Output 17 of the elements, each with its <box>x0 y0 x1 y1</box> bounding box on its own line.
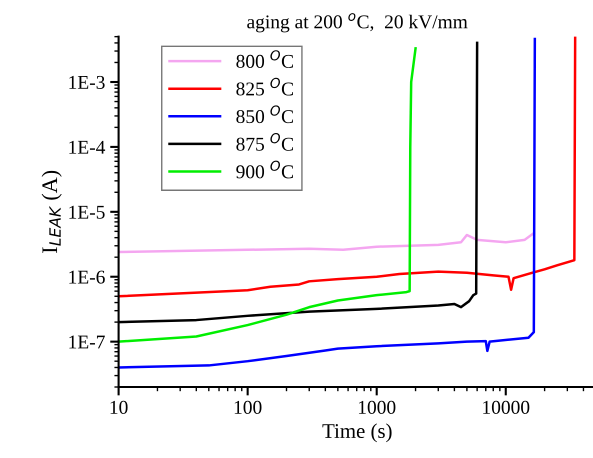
legend-label: 800 $^{O}$C <box>236 50 293 68</box>
legend-label: 875 $^{O}$C <box>236 133 293 151</box>
legend-label: 900 $^{O}$C <box>236 160 293 178</box>
y-tick-label: 1E-4 <box>69 140 106 154</box>
x-tick-label: 100 <box>234 400 262 414</box>
y-axis-title: I$_{LEAK}$ (A) <box>42 170 62 254</box>
legend-label: 850 $^{O}$C <box>236 105 293 124</box>
y-tick-label: 1E-5 <box>69 206 105 219</box>
x-axis-title: Time (s) <box>322 423 392 442</box>
legend-label: 825 $^{O}$C <box>236 78 293 96</box>
chart-title: aging at 200 $^{o}$C, 20 kV/mm <box>247 13 468 32</box>
y-tick-label: 1E-6 <box>69 270 105 284</box>
y-tick-label: 1E-3 <box>69 76 105 89</box>
y-tick-label: 1E-7 <box>69 336 105 348</box>
x-tick-label: 10 <box>110 400 128 414</box>
x-tick-label: 1000 <box>358 400 396 414</box>
x-tick-label: 10000 <box>483 400 530 414</box>
